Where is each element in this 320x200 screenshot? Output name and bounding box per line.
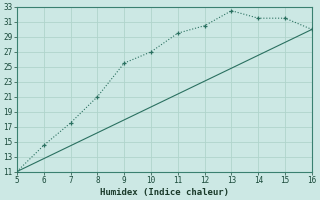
X-axis label: Humidex (Indice chaleur): Humidex (Indice chaleur) [100, 188, 229, 197]
